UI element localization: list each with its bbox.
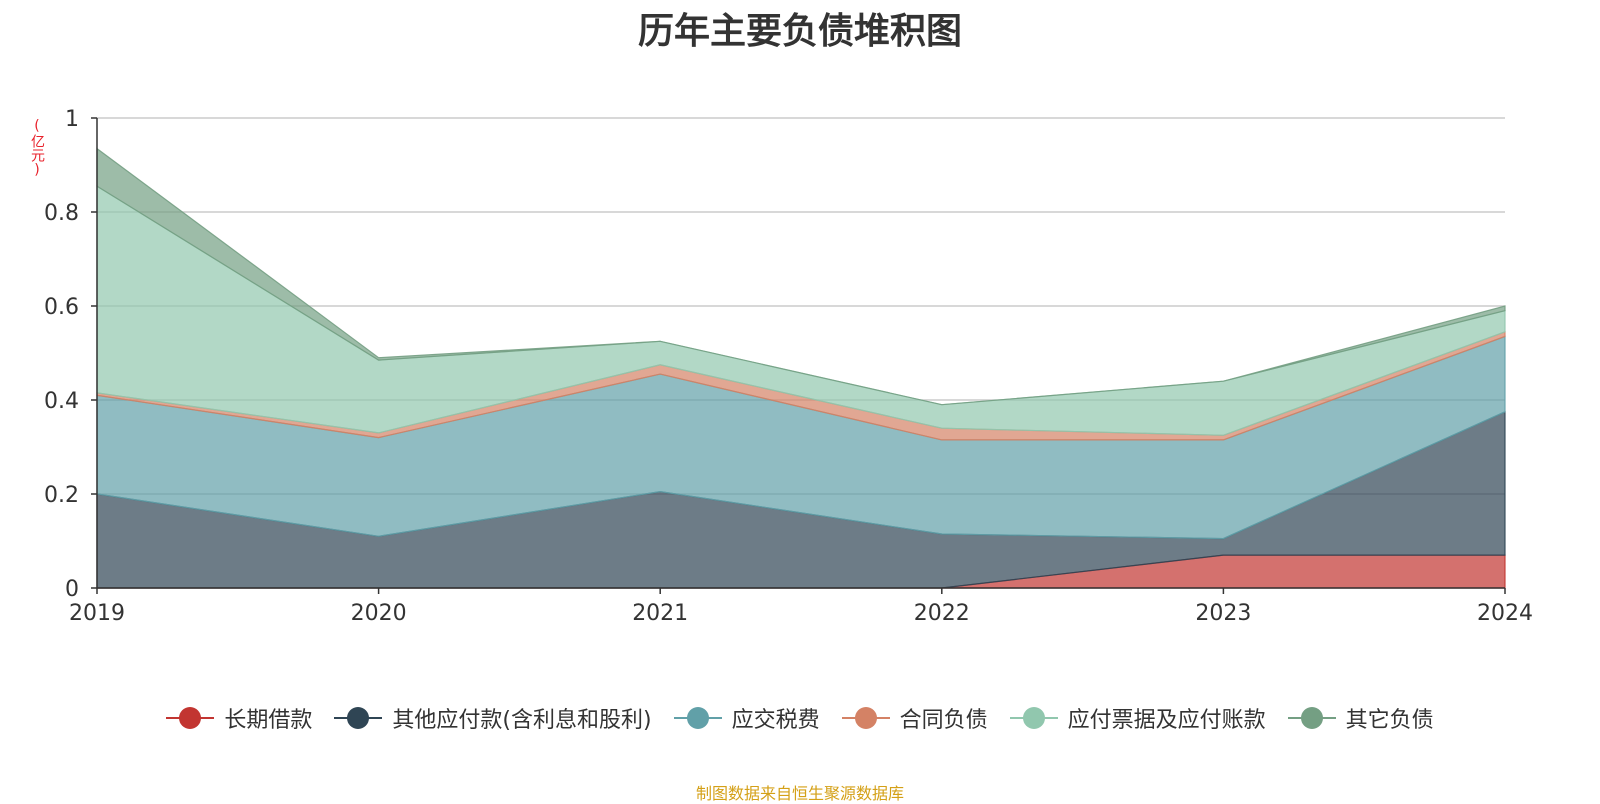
legend-label: 其他应付款(含利息和股利) (392, 708, 652, 733)
y-tick-label: 0.2 (44, 483, 79, 508)
area-series (96, 147, 1506, 589)
legend-marker-icon (841, 705, 890, 731)
axes: 0 0.2 0.4 0.6 0.8 1 2019 2020 2021 2022 2023 2024 (44, 107, 1533, 626)
y-tick-label: 1 (65, 107, 79, 132)
legend-marker-icon (334, 705, 383, 731)
legend: 长期借款 其他应付款(含利息和股利) 应交税费 合同负债 应付票据及应付账款 其它负债 (0, 702, 1600, 734)
legend-item[interactable]: 其它负债 (1287, 702, 1434, 734)
legend-marker-icon (166, 705, 215, 731)
chart-title: 历年主要负债堆积图 (637, 11, 962, 52)
source-note: 制图数据来自恒生聚源数据库 (695, 784, 904, 803)
x-tick-label: 2021 (632, 601, 688, 626)
legend-label: 应交税费 (731, 708, 820, 733)
y-tick-label: 0.8 (44, 201, 79, 226)
area-series-5 (96, 147, 1506, 406)
legend-marker-icon (673, 705, 722, 731)
x-tick-label: 2020 (351, 601, 407, 626)
y-axis-unit-label: (亿元) (29, 118, 45, 178)
x-tick-label: 2022 (914, 601, 970, 626)
y-tick-label: 0.4 (44, 389, 79, 414)
x-tick-label: 2023 (1195, 601, 1251, 626)
legend-marker-icon (1009, 705, 1058, 731)
legend-item[interactable]: 长期借款 (166, 702, 312, 734)
x-tick-label: 2024 (1477, 601, 1533, 626)
y-tick-label: 0.6 (44, 295, 79, 320)
legend-item[interactable]: 合同负债 (841, 702, 988, 734)
legend-label: 其它负债 (1345, 708, 1434, 733)
legend-label: 长期借款 (224, 708, 313, 733)
legend-item[interactable]: 其他应付款(含利息和股利) (334, 702, 652, 734)
legend-label: 合同负债 (899, 708, 988, 733)
legend-item[interactable]: 应交税费 (673, 702, 820, 734)
legend-item[interactable]: 应付票据及应付账款 (1009, 702, 1266, 734)
y-tick-label: 0 (65, 577, 79, 602)
legend-marker-icon (1287, 705, 1336, 731)
legend-label: 应付票据及应付账款 (1067, 708, 1266, 733)
x-tick-label: 2019 (69, 601, 125, 626)
